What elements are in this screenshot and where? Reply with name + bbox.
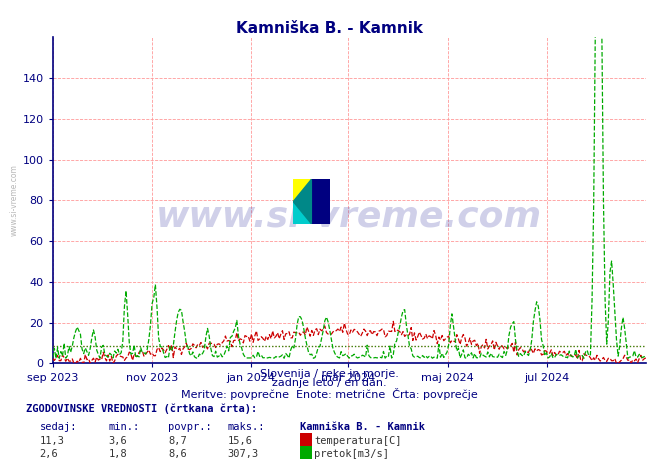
Text: povpr.:: povpr.: — [168, 422, 212, 432]
Text: 3,6: 3,6 — [109, 436, 127, 445]
Text: 8,6: 8,6 — [168, 449, 186, 459]
Text: zadnje leto / en dan.: zadnje leto / en dan. — [272, 378, 387, 388]
Text: 11,3: 11,3 — [40, 436, 65, 445]
Text: min.:: min.: — [109, 422, 140, 432]
Text: 1,8: 1,8 — [109, 449, 127, 459]
Text: Kamniška B. - Kamnik: Kamniška B. - Kamnik — [236, 21, 423, 36]
Text: ZGODOVINSKE VREDNOSTI (črtkana črta):: ZGODOVINSKE VREDNOSTI (črtkana črta): — [26, 403, 258, 414]
Polygon shape — [293, 179, 312, 224]
Text: temperatura[C]: temperatura[C] — [314, 436, 402, 445]
Text: 2,6: 2,6 — [40, 449, 58, 459]
Polygon shape — [312, 179, 330, 224]
Text: Kamniška B. - Kamnik: Kamniška B. - Kamnik — [300, 422, 425, 432]
Text: Meritve: povprečne  Enote: metrične  Črta: povprečje: Meritve: povprečne Enote: metrične Črta:… — [181, 388, 478, 400]
Polygon shape — [293, 179, 312, 201]
Text: pretok[m3/s]: pretok[m3/s] — [314, 449, 389, 459]
Text: Slovenija / reke in morje.: Slovenija / reke in morje. — [260, 369, 399, 379]
Polygon shape — [293, 201, 312, 224]
Text: www.si-vreme.com: www.si-vreme.com — [10, 164, 18, 236]
Text: 8,7: 8,7 — [168, 436, 186, 445]
Text: sedaj:: sedaj: — [40, 422, 77, 432]
Text: 15,6: 15,6 — [227, 436, 252, 445]
Text: www.si-vreme.com: www.si-vreme.com — [156, 200, 542, 233]
Text: maks.:: maks.: — [227, 422, 265, 432]
Text: 307,3: 307,3 — [227, 449, 258, 459]
